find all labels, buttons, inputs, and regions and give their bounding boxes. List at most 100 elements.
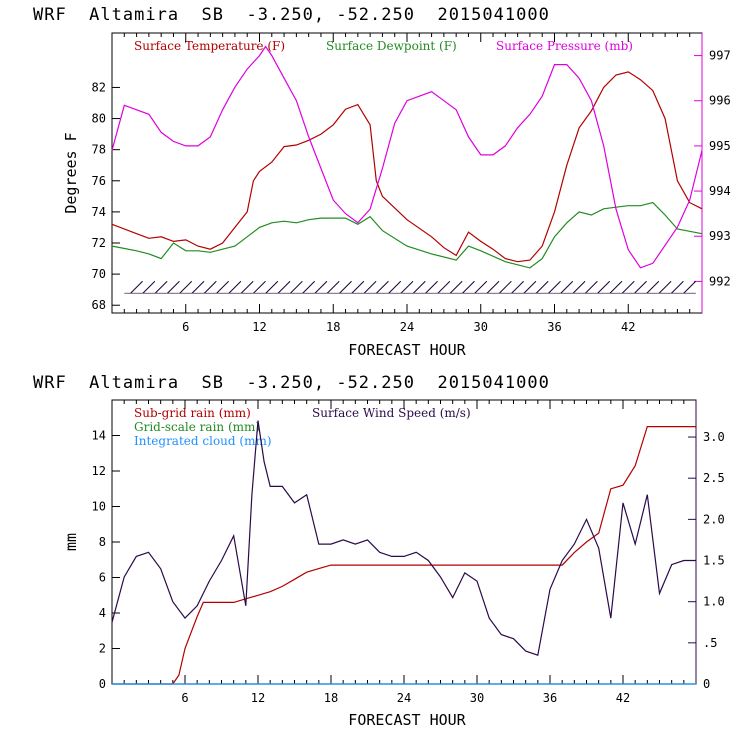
wind-barb [646, 280, 660, 294]
top-x-axis: 6 12 18 24 30 36 42 [123, 33, 691, 334]
bottom-x-tick-label: 36 [543, 691, 557, 705]
wind-barb [265, 280, 279, 294]
bottom-y-tick-label: 12 [92, 464, 106, 478]
bottom-y-axis-label: mm [62, 533, 80, 551]
wind-barb [474, 280, 488, 294]
wind-barb [511, 280, 524, 294]
top-series-lines [111, 45, 703, 269]
legend-surface-dewpoint: Surface Dewpoint (F) [326, 39, 457, 53]
top-x-tick-label: 18 [326, 320, 340, 334]
bottom-y-tick-label: 8 [99, 535, 106, 549]
top-x-tick-label: 6 [182, 320, 189, 334]
wind-barb [658, 280, 672, 294]
top-x-tick-label: 30 [474, 320, 488, 334]
wind-barb [228, 280, 242, 294]
wind-barb [376, 280, 389, 294]
series-surface-temperature-f [111, 71, 703, 263]
bottom-series-lines [111, 420, 696, 685]
wind-barb [585, 280, 598, 294]
top-y2-tick-label: 993 [709, 229, 731, 243]
series-surface-dewpoint-f [111, 201, 703, 269]
wind-barb [302, 280, 316, 294]
wind-barb [634, 280, 647, 294]
top-y-tick-label: 78 [92, 143, 106, 157]
bottom-y-tick-label: 14 [92, 429, 106, 443]
bottom-chart-title: WRF Altamira SB -3.250, -52.250 20150410… [33, 373, 550, 393]
bottom-y2-tick-label: .5 [703, 636, 717, 650]
wind-barb [671, 280, 684, 294]
top-y2-tick-label: 995 [709, 139, 731, 153]
bottom-y2-tick-label: 1.0 [703, 595, 725, 609]
bottom-y2-axis: 0 .5 1.0 1.5 2.0 2.5 3.0 [688, 430, 725, 691]
wind-barb [412, 280, 426, 294]
bottom-x-axis: 6 12 18 24 30 36 42 [123, 400, 685, 705]
wind-barb [462, 280, 475, 294]
wind-barb [154, 280, 168, 294]
legend-sub-grid-rain: Sub-grid rain (mm) [134, 406, 251, 420]
bottom-y-axis: 0 2 4 6 8 10 12 14 [92, 429, 120, 691]
wind-barb [523, 280, 537, 294]
wind-barb [277, 280, 291, 294]
top-x-tick-label: 24 [400, 320, 414, 334]
top-y-tick-label: 70 [92, 267, 106, 281]
wind-barb [191, 280, 205, 294]
wind-barb [683, 280, 697, 294]
legend-surface-wind-speed: Surface Wind Speed (m/s) [312, 406, 471, 420]
top-plot-frame [111, 32, 703, 314]
bottom-y2-tick-label: 1.5 [703, 554, 725, 568]
bottom-y2-tick-label: 2.0 [703, 512, 725, 526]
bottom-x-tick-label: 6 [181, 691, 188, 705]
bottom-y-tick-label: 4 [99, 606, 106, 620]
wind-barb [339, 280, 352, 294]
wind-barb [167, 280, 180, 294]
wind-barb [203, 280, 217, 294]
bottom-y2-tick-label: 0 [703, 677, 710, 691]
wind-barb [597, 280, 611, 294]
top-y2-tick-label: 992 [709, 274, 731, 288]
wind-barb [326, 280, 340, 294]
bottom-y-tick-label: 2 [99, 642, 106, 656]
top-y-axis-label: Degrees F [62, 132, 80, 213]
wind-barb [179, 280, 193, 294]
wind-barb [535, 280, 549, 294]
temperature-chart: WRF Altamira SB -3.250, -52.250 20150410… [33, 5, 731, 359]
top-y2-tick-label: 997 [709, 49, 731, 63]
bottom-x-tick-label: 30 [470, 691, 484, 705]
wind-barb [388, 280, 402, 294]
top-x-tick-label: 36 [547, 320, 561, 334]
top-chart-title: WRF Altamira SB -3.250, -52.250 20150410… [33, 5, 550, 25]
legend-surface-pressure: Surface Pressure (mb) [496, 39, 633, 53]
bottom-x-tick-label: 24 [397, 691, 411, 705]
wind-barb [130, 280, 143, 294]
top-y2-tick-label: 996 [709, 94, 731, 108]
wind-barb [216, 280, 229, 294]
bottom-y2-tick-label: 2.5 [703, 471, 725, 485]
bottom-x-tick-label: 42 [616, 691, 630, 705]
series-surface-wind-speed-m-s [111, 420, 696, 656]
wind-barb [290, 280, 303, 294]
top-y-tick-label: 76 [92, 174, 106, 188]
wind-barb [351, 280, 365, 294]
wind-barb [400, 280, 414, 294]
wind-barb [498, 280, 512, 294]
bottom-x-tick-label: 12 [251, 691, 265, 705]
wind-barb [572, 280, 586, 294]
wind-barb [486, 280, 500, 294]
top-y2-tick-label: 994 [709, 184, 731, 198]
series-sub-grid-rain-mm [112, 426, 696, 685]
legend-grid-scale-rain: Grid-scale rain (mm) [134, 420, 260, 434]
top-y-tick-label: 82 [92, 80, 106, 94]
wind-barb [253, 280, 266, 294]
rain-wind-chart: WRF Altamira SB -3.250, -52.250 20150410… [33, 373, 725, 729]
wind-barb [142, 280, 156, 294]
top-y-tick-label: 72 [92, 236, 106, 250]
bottom-y2-tick-label: 3.0 [703, 430, 725, 444]
top-y-tick-label: 80 [92, 112, 106, 126]
top-x-axis-label: FORECAST HOUR [348, 341, 466, 359]
bottom-y-tick-label: 6 [99, 571, 106, 585]
wind-barb [240, 280, 254, 294]
top-y-tick-label: 68 [92, 298, 106, 312]
top-y-tick-label: 74 [92, 205, 106, 219]
top-y-axis: 68 70 72 74 76 78 80 82 [92, 80, 120, 312]
